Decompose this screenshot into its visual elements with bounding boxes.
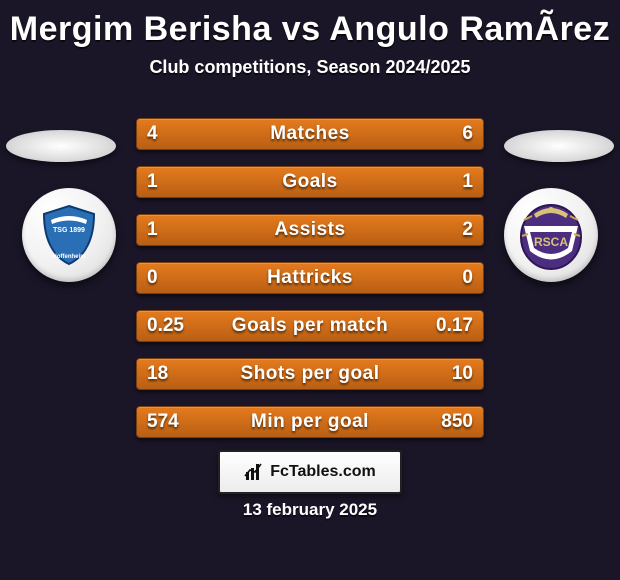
stat-value-right: 0.17 bbox=[426, 311, 483, 341]
shield-icon: RSCA bbox=[512, 196, 590, 274]
stat-label: Goals bbox=[137, 167, 483, 197]
stat-row-min-per-goal: 574Min per goal850 bbox=[136, 406, 484, 438]
player-silhouette-left-oval bbox=[6, 130, 116, 162]
brand-card: FcTables.com bbox=[218, 450, 402, 494]
stat-value-right: 2 bbox=[452, 215, 483, 245]
chart-bars-icon bbox=[244, 462, 264, 482]
player-silhouette-right-oval bbox=[504, 130, 614, 162]
stat-value-right: 10 bbox=[442, 359, 483, 389]
comparison-bars: 4Matches61Goals11Assists20Hattricks00.25… bbox=[136, 118, 484, 454]
stat-row-goals-per-match: 0.25Goals per match0.17 bbox=[136, 310, 484, 342]
club-crest-left: TSG 1899 Hoffenheim bbox=[22, 188, 116, 282]
shield-icon: TSG 1899 Hoffenheim bbox=[36, 202, 102, 268]
stat-value-right: 6 bbox=[452, 119, 483, 149]
page-title: Mergim Berisha vs Angulo RamÃ­rez bbox=[0, 0, 620, 49]
stat-value-right: 1 bbox=[452, 167, 483, 197]
crest-left-text: TSG 1899 bbox=[53, 227, 85, 234]
stat-row-goals: 1Goals1 bbox=[136, 166, 484, 198]
stat-label: Hattricks bbox=[137, 263, 483, 293]
page-subtitle: Club competitions, Season 2024/2025 bbox=[0, 57, 620, 78]
stat-value-right: 850 bbox=[431, 407, 483, 437]
stat-row-assists: 1Assists2 bbox=[136, 214, 484, 246]
crest-left-subtext: Hoffenheim bbox=[53, 254, 86, 260]
stat-row-matches: 4Matches6 bbox=[136, 118, 484, 150]
infographic-root: Mergim Berisha vs Angulo RamÃ­rez Club c… bbox=[0, 0, 620, 580]
content-stage: TSG 1899 Hoffenheim RSCA 4Matches6 1Goals… bbox=[0, 100, 620, 580]
stat-label: Assists bbox=[137, 215, 483, 245]
stat-row-shots-per-goal: 18Shots per goal10 bbox=[136, 358, 484, 390]
footer-date: 13 february 2025 bbox=[0, 500, 620, 520]
crest-right-text: RSCA bbox=[534, 235, 568, 249]
stat-label: Matches bbox=[137, 119, 483, 149]
club-crest-right: RSCA bbox=[504, 188, 598, 282]
stat-label: Shots per goal bbox=[137, 359, 483, 389]
stat-row-hattricks: 0Hattricks0 bbox=[136, 262, 484, 294]
stat-value-right: 0 bbox=[452, 263, 483, 293]
brand-text: FcTables.com bbox=[270, 463, 376, 481]
